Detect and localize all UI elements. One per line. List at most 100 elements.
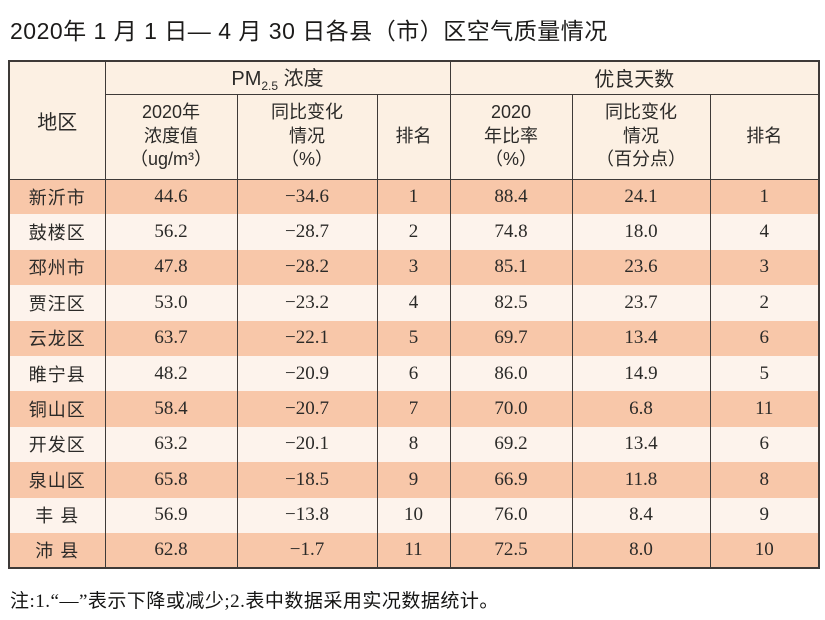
cell-region: 泉山区	[8, 462, 106, 498]
table-row: 泉山区 65.8 −18.5 9 66.9 11.8 8	[8, 462, 820, 498]
cell-pm-value: 58.4	[104, 391, 238, 427]
cell-pm-change: −23.2	[236, 285, 378, 321]
col-header-region: 地区	[8, 61, 106, 180]
cell-days-change: 24.1	[571, 179, 711, 215]
cell-days-rank: 5	[709, 355, 820, 392]
cell-days-rank: 1	[709, 179, 820, 215]
cell-days-ratio: 85.1	[449, 249, 573, 286]
cell-pm-rank: 2	[376, 214, 451, 250]
cell-pm-value: 47.8	[104, 249, 238, 286]
cell-pm-value: 62.8	[104, 532, 238, 569]
cell-days-change: 23.7	[571, 285, 711, 321]
cell-days-rank: 4	[709, 214, 820, 250]
cell-pm-value: 53.0	[104, 285, 238, 321]
cell-pm-rank: 11	[376, 532, 451, 569]
cell-pm-change: −22.1	[236, 320, 378, 356]
cell-region: 铜山区	[8, 391, 106, 427]
cell-days-rank: 9	[709, 497, 820, 533]
cell-days-change: 14.9	[571, 355, 711, 392]
cell-days-rank: 6	[709, 426, 820, 463]
cell-days-change: 8.4	[571, 497, 711, 533]
col-header-pm-change: 同比变化 情况 （%）	[236, 94, 378, 180]
cell-pm-change: −20.1	[236, 426, 378, 463]
table-row: 鼓楼区 56.2 −28.7 2 74.8 18.0 4	[8, 214, 820, 250]
cell-pm-rank: 1	[376, 179, 451, 215]
cell-days-rank: 6	[709, 320, 820, 356]
cell-pm-rank: 5	[376, 320, 451, 356]
table-body: 新沂市 44.6 −34.6 1 88.4 24.1 1 鼓楼区 56.2 −28.7 2 74.8 1…	[8, 179, 820, 569]
cell-region: 云龙区	[8, 320, 106, 356]
col-header-pm-rank: 排名	[376, 94, 451, 180]
table-row: 睢宁县 48.2 −20.9 6 86.0 14.9 5	[8, 355, 820, 392]
cell-days-change: 13.4	[571, 320, 711, 356]
cell-pm-rank: 4	[376, 285, 451, 321]
cell-region: 贾汪区	[8, 285, 106, 321]
table-row: 开发区 63.2 −20.1 8 69.2 13.4 6	[8, 426, 820, 463]
cell-pm-change: −28.7	[236, 214, 378, 250]
cell-days-ratio: 88.4	[449, 179, 573, 215]
cell-days-rank: 8	[709, 462, 820, 498]
table-row: 邳州市 47.8 −28.2 3 85.1 23.6 3	[8, 249, 820, 286]
cell-pm-rank: 7	[376, 391, 451, 427]
cell-region: 沛 县	[8, 532, 106, 569]
table-row: 新沂市 44.6 −34.6 1 88.4 24.1 1	[8, 179, 820, 215]
cell-pm-value: 63.2	[104, 426, 238, 463]
table-row: 贾汪区 53.0 −23.2 4 82.5 23.7 2	[8, 285, 820, 321]
cell-days-ratio: 70.0	[449, 391, 573, 427]
cell-days-ratio: 86.0	[449, 355, 573, 392]
cell-pm-change: −34.6	[236, 179, 378, 215]
cell-pm-value: 65.8	[104, 462, 238, 498]
cell-days-ratio: 76.0	[449, 497, 573, 533]
col-header-days-rank: 排名	[709, 94, 820, 180]
cell-days-ratio: 69.2	[449, 426, 573, 463]
cell-pm-change: −13.8	[236, 497, 378, 533]
cell-days-change: 13.4	[571, 426, 711, 463]
cell-days-change: 23.6	[571, 249, 711, 286]
cell-region: 鼓楼区	[8, 214, 106, 250]
cell-days-change: 6.8	[571, 391, 711, 427]
table-row: 铜山区 58.4 −20.7 7 70.0 6.8 11	[8, 391, 820, 427]
pm25-label-subscript: 2.5	[261, 79, 279, 94]
cell-pm-value: 63.7	[104, 320, 238, 356]
col-group-good-days: 优良天数	[449, 61, 820, 95]
table-header: 地区 PM2.5 浓度 优良天数 2020年 浓度值 （ug/m³） 同比变化 …	[8, 61, 820, 180]
page-title: 2020年 1 月 1 日— 4 月 30 日各县（市）区空气质量情况	[10, 18, 608, 44]
cell-region: 开发区	[8, 426, 106, 463]
col-header-days-change: 同比变化 情况 （百分点）	[571, 94, 711, 180]
cell-region: 新沂市	[8, 179, 106, 215]
footnote: 注:1.“—”表示下降或减少;2.表中数据采用实况数据统计。	[10, 591, 499, 613]
cell-days-change: 8.0	[571, 532, 711, 569]
col-header-days-ratio: 2020 年比率 （%）	[449, 94, 573, 180]
cell-pm-change: −28.2	[236, 249, 378, 286]
cell-pm-change: −20.7	[236, 391, 378, 427]
cell-pm-rank: 6	[376, 355, 451, 392]
cell-days-rank: 11	[709, 391, 820, 427]
cell-region: 丰 县	[8, 497, 106, 533]
cell-pm-rank: 3	[376, 249, 451, 286]
pm25-label-prefix: PM	[231, 68, 262, 91]
cell-days-ratio: 69.7	[449, 320, 573, 356]
cell-region: 睢宁县	[8, 355, 106, 392]
cell-days-rank: 2	[709, 285, 820, 321]
cell-pm-change: −18.5	[236, 462, 378, 498]
table-row: 云龙区 63.7 −22.1 5 69.7 13.4 6	[8, 320, 820, 356]
cell-pm-value: 56.9	[104, 497, 238, 533]
cell-region: 邳州市	[8, 249, 106, 286]
col-header-pm-value: 2020年 浓度值 （ug/m³）	[104, 94, 238, 180]
cell-pm-rank: 8	[376, 426, 451, 463]
cell-days-ratio: 66.9	[449, 462, 573, 498]
cell-days-ratio: 74.8	[449, 214, 573, 250]
table-row: 丰 县 56.9 −13.8 10 76.0 8.4 9	[8, 497, 820, 533]
header-sub-row: 2020年 浓度值 （ug/m³） 同比变化 情况 （%） 排名 2020 年比…	[9, 94, 820, 180]
table-row: 沛 县 62.8 −1.7 11 72.5 8.0 10	[8, 532, 820, 569]
col-group-pm25: PM2.5 浓度	[104, 61, 451, 95]
cell-days-ratio: 72.5	[449, 532, 573, 569]
cell-days-ratio: 82.5	[449, 285, 573, 321]
cell-pm-change: −1.7	[236, 532, 378, 569]
cell-pm-change: −20.9	[236, 355, 378, 392]
cell-days-rank: 3	[709, 249, 820, 286]
pm25-label-suffix: 浓度	[278, 68, 324, 91]
cell-days-change: 18.0	[571, 214, 711, 250]
cell-days-change: 11.8	[571, 462, 711, 498]
